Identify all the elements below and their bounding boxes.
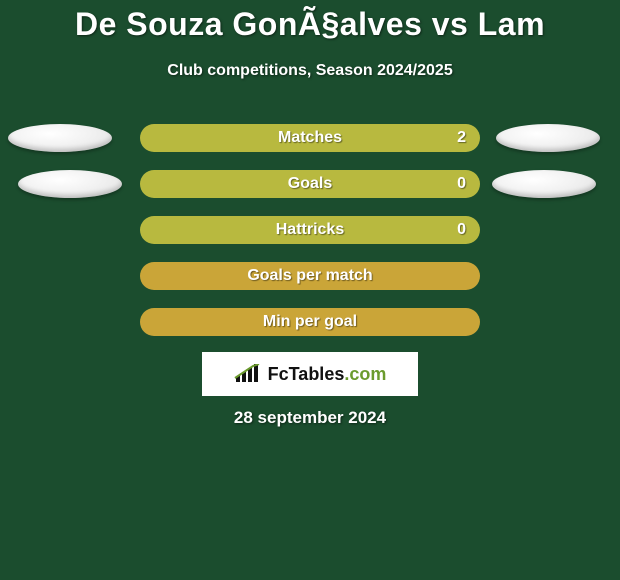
date-label: 28 september 2024 <box>0 408 620 428</box>
brand-text: FcTables.com <box>268 364 387 385</box>
stat-label: Matches <box>278 129 342 147</box>
stat-value: 2 <box>457 129 466 147</box>
stat-label: Min per goal <box>263 313 357 331</box>
left-indicator-ball <box>18 170 122 198</box>
stat-value: 0 <box>457 221 466 239</box>
stat-row: Goals 0 <box>0 170 620 198</box>
brand-name: FcTables <box>268 364 345 384</box>
page-title: De Souza GonÃ§alves vs Lam <box>0 6 620 43</box>
stat-row: Hattricks 0 <box>0 216 620 244</box>
stat-label: Hattricks <box>276 221 344 239</box>
comparison-infographic: De Souza GonÃ§alves vs Lam Club competit… <box>0 0 620 580</box>
stat-bar: Hattricks 0 <box>140 216 480 244</box>
stat-bar: Min per goal <box>140 308 480 336</box>
left-indicator-ball <box>8 124 112 152</box>
bar-chart-icon <box>234 364 262 384</box>
stat-row: Matches 2 <box>0 124 620 152</box>
stat-bar: Goals per match <box>140 262 480 290</box>
stat-row: Min per goal <box>0 308 620 336</box>
stat-bar: Matches 2 <box>140 124 480 152</box>
stat-row: Goals per match <box>0 262 620 290</box>
page-subtitle: Club competitions, Season 2024/2025 <box>0 62 620 80</box>
right-indicator-ball <box>496 124 600 152</box>
brand-domain: .com <box>344 364 386 384</box>
stat-value: 0 <box>457 175 466 193</box>
stat-label: Goals <box>288 175 332 193</box>
stat-bar: Goals 0 <box>140 170 480 198</box>
right-indicator-ball <box>492 170 596 198</box>
stat-label: Goals per match <box>247 267 372 285</box>
brand-logo: FcTables.com <box>202 352 418 396</box>
